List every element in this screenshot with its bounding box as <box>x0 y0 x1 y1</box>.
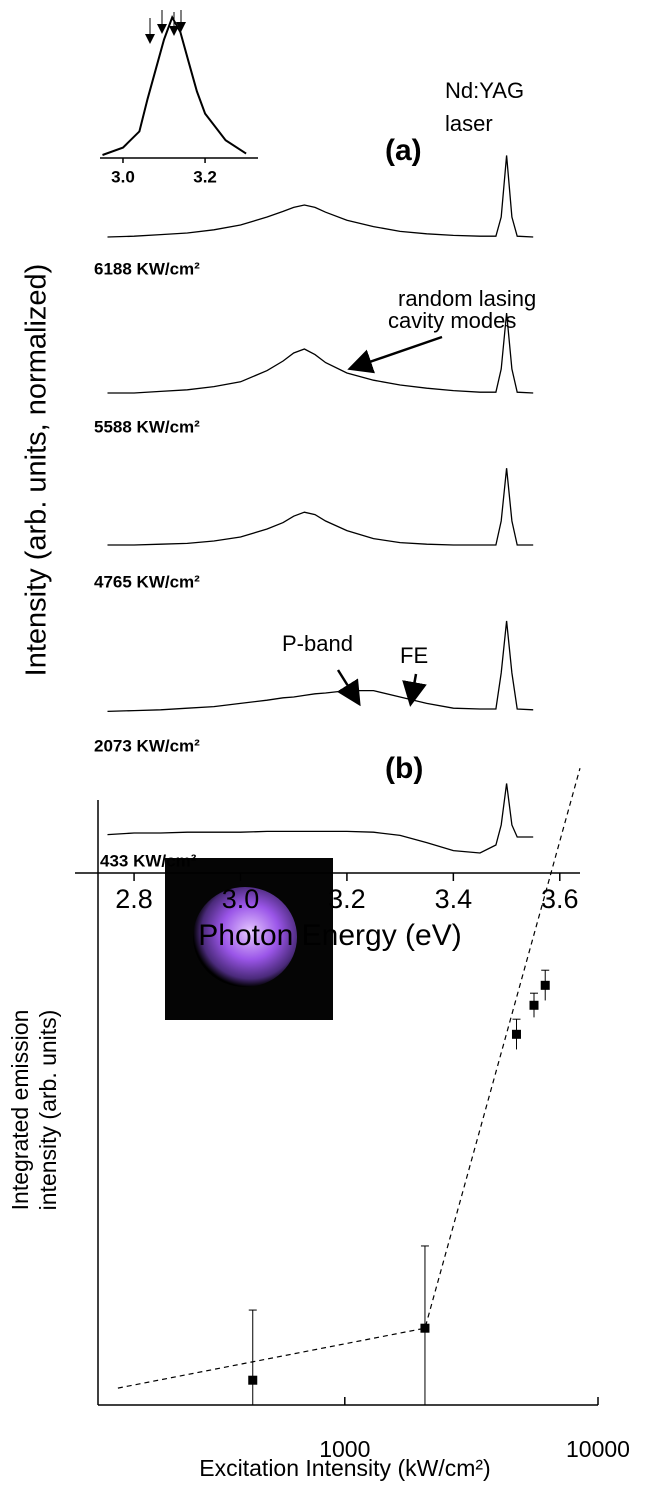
y-axis-label: Intensity (arb. units, normalized) <box>21 264 53 677</box>
x-tick-label: 1000 <box>319 1436 370 1462</box>
x-tick-label: 3.2 <box>328 884 366 914</box>
x-tick-label: 3.6 <box>541 884 579 914</box>
x-tick-label: 3.0 <box>222 884 260 914</box>
series-label: 5588 KW/cm² <box>94 417 200 436</box>
y-axis-label: intensity (arb. units) <box>35 1010 61 1211</box>
photo-inset <box>165 858 333 1020</box>
annotation: FE <box>400 643 428 668</box>
data-point <box>248 1375 258 1385</box>
series-label: 6188 KW/cm² <box>94 259 200 278</box>
data-point <box>540 980 550 990</box>
spectrum <box>107 155 534 238</box>
series-label: 433 KW/cm² <box>100 851 197 870</box>
inset-x-tick-label: 3.2 <box>193 167 217 186</box>
inset-spectrum <box>102 15 247 156</box>
panel-label: (a) <box>385 134 422 167</box>
data-point <box>420 1323 430 1333</box>
annotation: Nd:YAG <box>445 78 524 103</box>
x-tick-label: 3.4 <box>435 884 473 914</box>
x-tick-label: 10000 <box>566 1436 630 1462</box>
spectrum <box>107 783 534 854</box>
spectrum <box>107 468 534 546</box>
series-label: 2073 KW/cm² <box>94 736 200 755</box>
panel-label: (b) <box>385 752 423 785</box>
series-label: 4765 KW/cm² <box>94 572 200 591</box>
annotation-arrows <box>145 10 443 707</box>
x-axis-label: Excitation Intensity (kW/cm²) <box>199 1455 490 1481</box>
error-bars <box>248 969 550 1405</box>
annotation: laser <box>445 111 493 136</box>
annotation: random lasing <box>398 286 536 311</box>
y-axis-label: Integrated emission <box>7 1010 33 1211</box>
spectrum <box>107 312 534 394</box>
inset-x-tick-label: 3.0 <box>111 167 135 186</box>
spectrum <box>107 620 534 713</box>
x-tick-label: 2.8 <box>115 884 153 914</box>
x-axis-label: Photon Energy (eV) <box>198 919 461 952</box>
data-point <box>529 1000 539 1010</box>
data-point <box>511 1029 521 1039</box>
annotation: P-band <box>282 631 353 656</box>
annotation: cavity modes <box>388 308 516 333</box>
